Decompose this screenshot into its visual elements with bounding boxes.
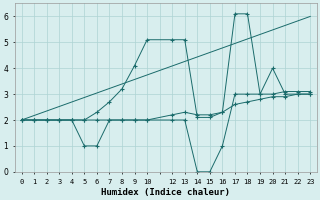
X-axis label: Humidex (Indice chaleur): Humidex (Indice chaleur)	[101, 188, 230, 197]
